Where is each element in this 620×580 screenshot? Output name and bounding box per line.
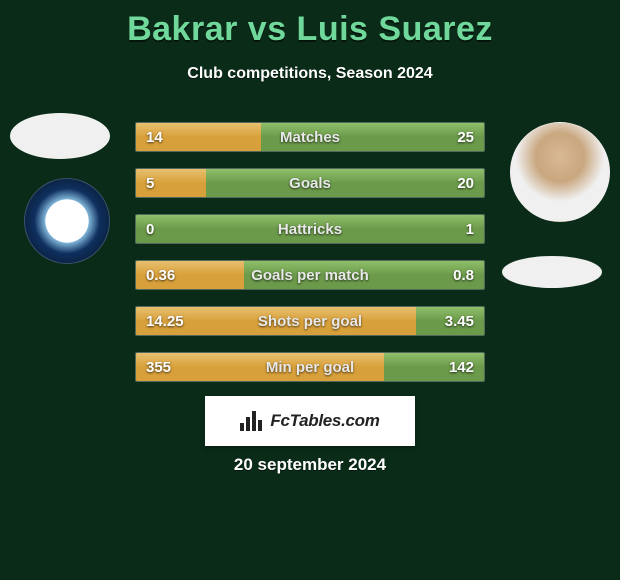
stat-row: Hattricks0 1 xyxy=(135,214,485,244)
stat-row: Min per goal355 142 xyxy=(135,352,485,382)
stat-label: Min per goal xyxy=(136,353,484,382)
brand-watermark: FcTables.com xyxy=(205,396,415,446)
stat-value-left: 14 xyxy=(146,123,163,152)
stat-value-left: 5 xyxy=(146,169,154,198)
player-right-avatar xyxy=(510,122,610,222)
club-left-badge xyxy=(24,178,110,264)
stat-value-left: 355 xyxy=(146,353,171,382)
stat-label: Goals xyxy=(136,169,484,198)
stat-value-right: 0.8 xyxy=(453,261,474,290)
stat-value-left: 0.36 xyxy=(146,261,175,290)
stat-row: Shots per goal14.25 3.45 xyxy=(135,306,485,336)
date-label: 20 september 2024 xyxy=(0,455,620,475)
stat-label: Matches xyxy=(136,123,484,152)
stat-label: Goals per match xyxy=(136,261,484,290)
stat-value-right: 142 xyxy=(449,353,474,382)
subtitle: Club competitions, Season 2024 xyxy=(0,65,620,83)
stat-value-right: 20 xyxy=(457,169,474,198)
club-right-badge xyxy=(502,256,602,288)
player-left-avatar xyxy=(10,113,110,159)
page-title: Bakrar vs Luis Suarez xyxy=(0,0,620,49)
stat-value-left: 0 xyxy=(146,215,154,244)
stat-label: Hattricks xyxy=(136,215,484,244)
stat-value-right: 25 xyxy=(457,123,474,152)
stat-row: Goals5 20 xyxy=(135,168,485,198)
stat-label: Shots per goal xyxy=(136,307,484,336)
stat-value-right: 3.45 xyxy=(445,307,474,336)
stat-value-left: 14.25 xyxy=(146,307,184,336)
chart-icon xyxy=(240,411,264,431)
stat-row: Matches14 25 xyxy=(135,122,485,152)
stat-row: Goals per match0.36 0.8 xyxy=(135,260,485,290)
stat-value-right: 1 xyxy=(466,215,474,244)
brand-label: FcTables.com xyxy=(270,411,379,431)
stats-container: Matches14 25 Goals5 20 Hattricks0 1 Goals per … xyxy=(135,122,485,398)
